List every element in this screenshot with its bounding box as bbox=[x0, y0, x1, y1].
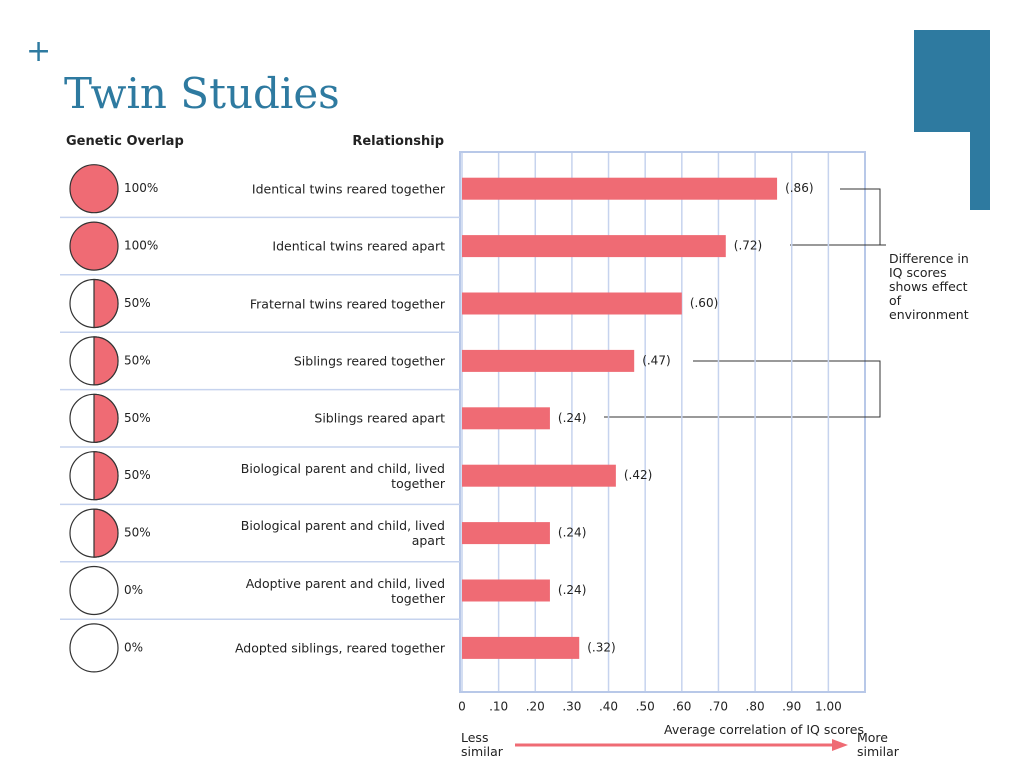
category-label: Siblings reared together bbox=[293, 353, 445, 369]
overlap-fill bbox=[93, 393, 119, 443]
x-tick-label: .80 bbox=[746, 700, 765, 714]
category-label: Identical twins reared apart bbox=[272, 238, 445, 254]
value-label: (.24) bbox=[558, 526, 586, 540]
bar bbox=[462, 464, 616, 487]
x-tick-label: .70 bbox=[709, 700, 728, 714]
overlap-label: 50% bbox=[124, 296, 151, 310]
overlap-label: 0% bbox=[124, 640, 143, 654]
bar bbox=[462, 177, 778, 200]
overlap-label: 50% bbox=[124, 526, 151, 540]
category-label: Adopted siblings, reared together bbox=[234, 640, 445, 656]
value-label: (.86) bbox=[785, 181, 813, 195]
x-tick-label: .60 bbox=[672, 700, 691, 714]
x-tick-label: 1.00 bbox=[815, 700, 842, 714]
value-label: (.72) bbox=[734, 239, 762, 253]
arrow-head bbox=[832, 739, 848, 751]
x-tick-label: .50 bbox=[636, 700, 655, 714]
x-axis-label: Average correlation of IQ scores bbox=[664, 722, 864, 737]
bar bbox=[462, 349, 635, 372]
value-label: (.47) bbox=[642, 353, 670, 367]
x-tick-label: .20 bbox=[526, 700, 545, 714]
brackets bbox=[604, 188, 886, 418]
overlap-label: 100% bbox=[124, 239, 158, 253]
bar bbox=[462, 292, 682, 315]
overlap-label: 0% bbox=[124, 583, 143, 597]
overlap-label: 50% bbox=[124, 353, 151, 367]
bar bbox=[462, 407, 550, 430]
overlap-circle bbox=[69, 565, 119, 616]
bracket-bottom bbox=[604, 360, 881, 418]
overlap-fill bbox=[93, 451, 119, 501]
category-label: Biological parent and child, lived apart bbox=[240, 518, 445, 549]
value-label: (.60) bbox=[690, 296, 718, 310]
more-similar: More similar bbox=[857, 730, 899, 759]
x-tick-label: .90 bbox=[782, 700, 801, 714]
less-similar: Less similar bbox=[461, 730, 503, 759]
overlap-circle bbox=[69, 221, 119, 271]
value-label: (.42) bbox=[624, 468, 652, 482]
overlap-label: 50% bbox=[124, 411, 151, 425]
category-header: Relationship bbox=[352, 134, 444, 149]
overlap-circle bbox=[69, 164, 119, 214]
value-label: (.32) bbox=[587, 640, 615, 654]
overlap-fill bbox=[93, 508, 119, 558]
overlap-fill bbox=[93, 278, 119, 329]
bar bbox=[462, 636, 580, 659]
x-tick-label: .30 bbox=[562, 700, 581, 714]
bar bbox=[462, 522, 550, 545]
decor-bar bbox=[970, 30, 990, 210]
overlap-label: 50% bbox=[124, 468, 151, 482]
category-label: Siblings reared apart bbox=[314, 410, 445, 426]
x-tick-label: 0 bbox=[458, 700, 466, 714]
x-tick-label: .10 bbox=[489, 700, 508, 714]
overlap-circle bbox=[69, 623, 119, 673]
overlap-fill bbox=[93, 336, 119, 386]
bar bbox=[462, 235, 726, 258]
category-label: Adoptive parent and child, lived togethe… bbox=[245, 575, 445, 606]
overlap-label: 100% bbox=[124, 181, 158, 195]
overlap-header: Genetic Overlap bbox=[66, 134, 184, 149]
category-label: Identical twins reared together bbox=[251, 181, 445, 197]
value-label: (.24) bbox=[558, 583, 586, 597]
bracket-top bbox=[790, 188, 881, 246]
annotation: Difference in IQ scores shows effect of … bbox=[889, 251, 969, 322]
title: Twin Studies bbox=[64, 69, 340, 118]
category-label: Biological parent and child, lived toget… bbox=[240, 460, 445, 491]
plot-frame bbox=[459, 151, 866, 693]
value-label: (.24) bbox=[558, 411, 586, 425]
bar bbox=[462, 579, 550, 602]
x-tick-label: .40 bbox=[599, 700, 618, 714]
category-label: Fraternal twins reared together bbox=[249, 296, 445, 311]
